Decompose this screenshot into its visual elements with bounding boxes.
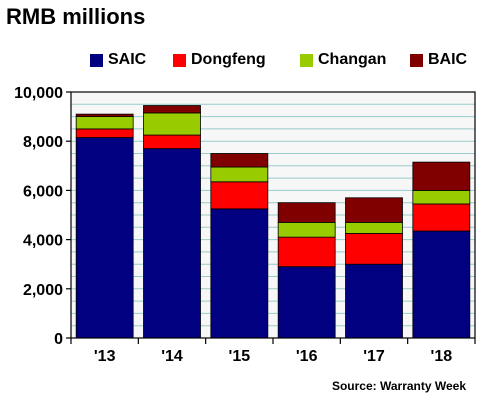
bar-saic-1: [75, 137, 134, 339]
source-note: Source: Warranty Week: [331, 379, 466, 393]
legend-label-baic: BAIC: [428, 51, 468, 68]
y-tick-label: 4,000: [23, 233, 63, 250]
bar-saic-2: [143, 148, 201, 339]
legend: SAIC Dongfeng Changan BAIC: [90, 48, 480, 72]
x-tick-labels: '13 '14 '15 '16 '17 '18: [94, 348, 452, 365]
legend-label-dongfeng: Dongfeng: [191, 51, 266, 68]
bar-baic-3: [210, 153, 269, 168]
legend-item-baic: BAIC: [410, 48, 467, 72]
legend-swatch-baic: [410, 53, 423, 67]
x-tick-label: '13: [94, 348, 116, 365]
bar-dongfeng-5: [345, 233, 403, 265]
bar-changan-2: [143, 112, 201, 136]
bars: [75, 105, 471, 339]
chart-title: RMB millions: [6, 4, 146, 29]
bar-changan-4: [277, 221, 336, 238]
bar-saic-3: [210, 208, 269, 339]
bar-baic-1: [75, 113, 134, 117]
bar-saic-4: [277, 266, 336, 339]
bar-changan-5: [345, 221, 403, 234]
bar-baic-4: [277, 202, 336, 223]
y-tick-labels: 0 2,000 4,000 6,000 8,000 10,000: [14, 85, 63, 348]
bar-baic-5: [345, 197, 403, 223]
legend-swatch-saic: [90, 53, 103, 67]
legend-label-saic: SAIC: [108, 51, 147, 68]
legend-swatch-changan: [300, 53, 313, 67]
bar-dongfeng-3: [210, 181, 269, 210]
y-tick-label: 8,000: [23, 134, 63, 151]
x-tick-label: '16: [296, 348, 318, 365]
legend-item-dongfeng: Dongfeng: [173, 48, 266, 72]
bar-dongfeng-4: [277, 236, 336, 268]
x-tick-label: '18: [431, 348, 453, 365]
bar-changan-6: [412, 189, 471, 205]
y-tick-label: 0: [54, 331, 63, 348]
legend-item-saic: SAIC: [90, 48, 146, 72]
bar-dongfeng-2: [143, 134, 201, 149]
bar-baic-2: [143, 105, 201, 114]
y-tick-label: 6,000: [23, 183, 63, 200]
bar-changan-3: [210, 166, 269, 183]
x-tick-label: '17: [363, 348, 385, 365]
y-tick-label: 2,000: [23, 282, 63, 299]
x-tick-label: '14: [161, 348, 183, 365]
bar-dongfeng-6: [412, 203, 471, 232]
axes: [66, 91, 476, 344]
bar-baic-6: [412, 161, 471, 191]
bar-saic-5: [345, 263, 403, 339]
bar-dongfeng-1: [75, 128, 134, 138]
bar-changan-1: [75, 116, 134, 130]
y-tick-label: 10,000: [14, 85, 63, 102]
legend-label-changan: Changan: [318, 51, 387, 68]
bar-saic-6: [412, 230, 471, 339]
legend-swatch-dongfeng: [173, 53, 186, 67]
legend-item-changan: Changan: [300, 48, 386, 72]
x-tick-label: '15: [229, 348, 251, 365]
